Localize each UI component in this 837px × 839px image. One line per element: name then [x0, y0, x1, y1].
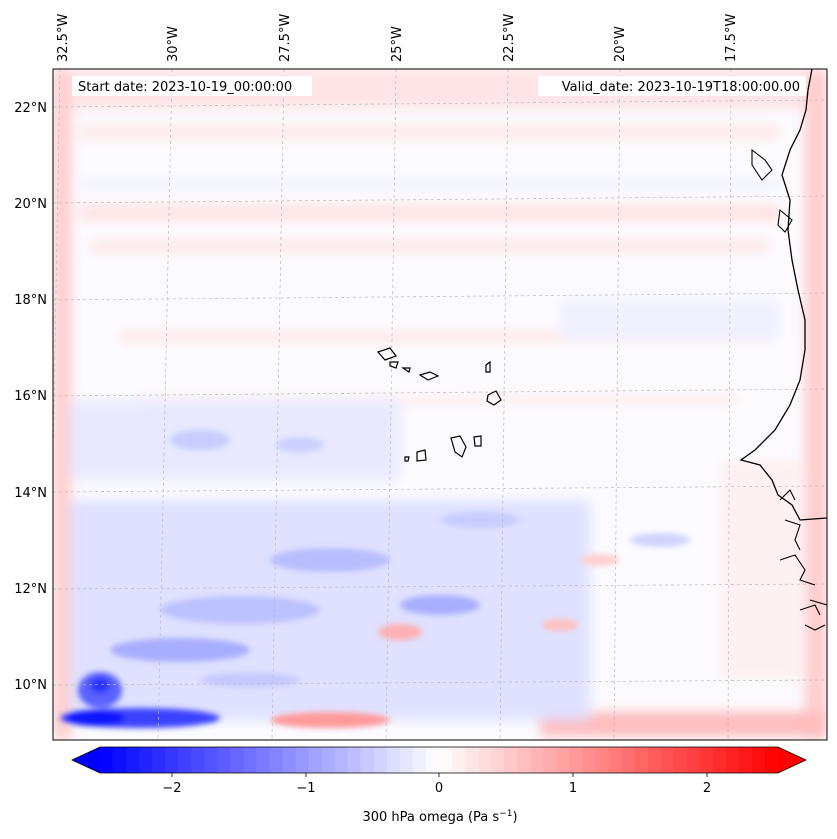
africa-coastline: [739, 69, 827, 521]
colorbar-cell: [556, 747, 570, 773]
colorbar-cell: [621, 747, 636, 773]
colorbar-cell: [673, 747, 688, 773]
colorbar-cell: [764, 747, 779, 773]
colorbar-cell: [165, 747, 179, 773]
map-frame: [52, 68, 828, 741]
colorbar-cell: [738, 747, 753, 773]
colorbar-cell: [295, 747, 310, 773]
coast-inlet: [751, 148, 773, 181]
lat-label: 22°N: [14, 101, 47, 116]
colorbar-cell: [256, 747, 271, 773]
colorbar-cell: [360, 747, 375, 773]
colorbar-cells: [100, 747, 779, 773]
colorbar-tick-label: 1: [569, 781, 577, 796]
start-date-box: [72, 76, 312, 96]
colorbar-cell: [634, 747, 649, 773]
colorbar-tick-label: 2: [703, 781, 711, 796]
colorbar-cell: [113, 747, 127, 773]
colorbar-cell: [517, 747, 531, 773]
colorbar-tick-label: −1: [296, 781, 315, 796]
colorbar-cell: [282, 747, 297, 773]
colorbar-cell: [582, 747, 597, 773]
colorbar-cell: [595, 747, 610, 773]
colorbar-cell: [139, 747, 153, 773]
colorbar-cell: [321, 747, 336, 773]
lon-label: 25°W: [390, 26, 405, 62]
lon-label: 27.5°W: [278, 14, 293, 62]
colorbar: −2 −1 0 1 2 300 hPa omega (Pa s−1): [71, 746, 807, 825]
coast-inlet-2: [777, 208, 793, 233]
colorbar-cell: [686, 747, 701, 773]
map-panel: Start date: 2023-10-19_00:00:00 Valid_da…: [53, 69, 827, 740]
lat-label: 14°N: [14, 486, 47, 501]
colorbar-cell: [465, 747, 479, 773]
colorbar-extend-left: [72, 747, 100, 773]
lon-label: 32.5°W: [56, 14, 71, 62]
colorbar-cell: [530, 747, 544, 773]
latitude-labels: 22°N 20°N 18°N 16°N 14°N 12°N 10°N: [14, 101, 47, 693]
valid-date-box: [538, 76, 806, 96]
colorbar-cell: [217, 747, 231, 773]
cape-verde-islands: [376, 347, 502, 462]
colorbar-cell: [347, 747, 362, 773]
colorbar-cell: [308, 747, 323, 773]
colorbar-ticks: [171, 773, 708, 777]
colorbar-cell: [204, 747, 218, 773]
colorbar-cell: [751, 747, 766, 773]
lon-label: 30°W: [166, 26, 181, 62]
colorbar-outline: [71, 746, 807, 774]
colorbar-extend-right: [778, 747, 806, 773]
lat-label: 16°N: [14, 389, 47, 404]
colorbar-cell: [243, 747, 258, 773]
lat-label: 18°N: [14, 293, 47, 308]
colorbar-cell: [399, 747, 414, 773]
colorbar-tick-label: −2: [162, 781, 181, 796]
colorbar-cell: [178, 747, 192, 773]
colorbar-cell: [439, 747, 453, 773]
lon-label: 22.5°W: [502, 14, 517, 62]
start-date-label: Start date: 2023-10-19_00:00:00: [78, 80, 292, 95]
colorbar-cell: [647, 747, 662, 773]
lat-label: 10°N: [14, 678, 47, 693]
colorbar-cell: [412, 747, 427, 773]
colorbar-cell: [152, 747, 166, 773]
colorbar-cell: [608, 747, 623, 773]
colorbar-cell: [386, 747, 401, 773]
omega-detail: [60, 430, 690, 728]
colorbar-cell: [230, 747, 245, 773]
colorbar-cell: [543, 747, 557, 773]
lon-label: 20°W: [613, 26, 628, 62]
colorbar-cell: [452, 747, 466, 773]
coast-detail: [779, 489, 827, 631]
colorbar-cell: [191, 747, 205, 773]
colorbar-cell: [373, 747, 388, 773]
lat-label: 20°N: [14, 197, 47, 212]
colorbar-cell: [504, 747, 518, 773]
colorbar-cell: [425, 747, 440, 773]
colorbar-cell: [660, 747, 675, 773]
colorbar-cell: [100, 747, 114, 773]
colorbar-cell: [725, 747, 740, 773]
colorbar-cell: [712, 747, 727, 773]
colorbar-cell: [126, 747, 140, 773]
colorbar-cell: [699, 747, 714, 773]
omega-field: [53, 69, 827, 740]
colorbar-cell: [478, 747, 492, 773]
colorbar-tick-label: 0: [435, 781, 443, 796]
colorbar-title: 300 hPa omega (Pa s−1): [362, 809, 517, 825]
longitude-labels: 32.5°W 30°W 27.5°W 25°W 22.5°W 20°W 17.5…: [56, 14, 739, 62]
colorbar-cell: [491, 747, 505, 773]
colorbar-cell: [269, 747, 284, 773]
colorbar-cell: [569, 747, 584, 773]
lat-label: 12°N: [14, 582, 47, 597]
lon-label: 17.5°W: [724, 14, 739, 62]
graticule: [53, 69, 827, 740]
valid-date-label: Valid_date: 2023-10-19T18:00:00.00: [562, 80, 800, 95]
colorbar-cell: [334, 747, 349, 773]
